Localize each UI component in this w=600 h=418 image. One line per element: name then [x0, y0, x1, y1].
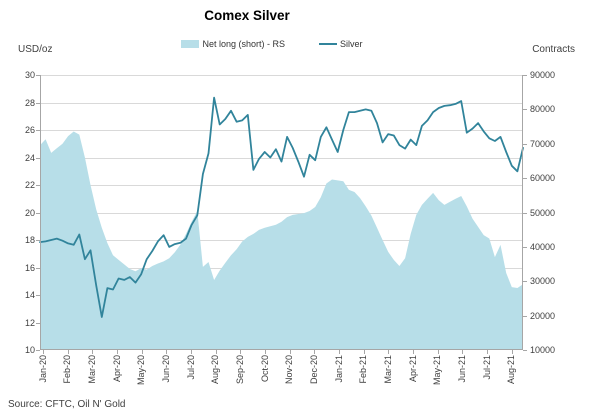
left-axis-unit-label: USD/oz [18, 44, 53, 55]
y-left-tick-label: 30 [24, 70, 35, 80]
y-right-tick-label: 30000 [530, 276, 556, 287]
y-left-tick-label: 20 [24, 207, 35, 218]
y-left-tick-label: 26 [24, 125, 35, 135]
x-tick-label: Sep-20 [234, 355, 245, 385]
x-tick-mark [166, 350, 167, 354]
legend-label-silver: Silver [340, 39, 363, 49]
x-tick-label: May-20 [136, 355, 147, 386]
y-right-tick-label: 40000 [530, 241, 556, 252]
x-tick-mark [413, 350, 414, 354]
x-tick-label: Feb-20 [62, 355, 73, 384]
x-tick-mark [339, 350, 340, 354]
x-tick-label: Dec-20 [308, 355, 319, 385]
x-tick-mark [314, 350, 315, 354]
x-tick-mark [265, 350, 266, 354]
x-tick-mark [364, 350, 365, 354]
x-tick-mark [290, 350, 291, 354]
y-left-tick-label: 22 [24, 180, 35, 190]
x-tick-label: Nov-20 [284, 355, 295, 385]
legend-item-netlong: Net long (short) - RS [181, 39, 285, 49]
y-right-tick-label: 20000 [530, 310, 556, 321]
y-right-tick-label: 50000 [530, 207, 556, 218]
y-left-tick-label: 18 [24, 235, 35, 245]
right-axis-unit-label: Contracts [532, 44, 575, 55]
x-tick-label: Apr-21 [407, 355, 418, 383]
y-right-tick-label: 60000 [530, 173, 556, 184]
x-tick-label: Aug-21 [506, 355, 517, 385]
netlong-area [40, 131, 523, 350]
x-tick-mark [142, 350, 143, 354]
y-left-tick-label: 16 [24, 262, 35, 273]
y-right-tick-label: 80000 [530, 104, 556, 115]
y-right-tick-label: 90000 [530, 70, 556, 80]
silver-line [39, 96, 524, 318]
chart-legend: Net long (short) - RS Silver [0, 37, 544, 51]
x-tick-label: Jun-21 [456, 355, 467, 383]
legend-label-netlong: Net long (short) - RS [202, 39, 285, 49]
y-right-tick-label: 70000 [530, 138, 556, 149]
x-tick-mark [240, 350, 241, 354]
x-tick-label: Jan-20 [37, 355, 48, 383]
x-tick-mark [388, 350, 389, 354]
x-tick-mark [512, 350, 513, 354]
legend-item-silver: Silver [319, 39, 363, 49]
chart-title: Comex Silver [204, 8, 290, 23]
x-tick-label: Oct-20 [259, 355, 270, 383]
x-tick-mark [92, 350, 93, 354]
x-tick-mark [117, 350, 118, 354]
plot-svg [36, 75, 527, 351]
x-tick-mark [462, 350, 463, 354]
x-tick-label: Mar-21 [382, 355, 393, 384]
x-tick-mark [68, 350, 69, 354]
x-tick-mark [438, 350, 439, 354]
x-tick-label: Jul-20 [185, 355, 196, 380]
x-tick-label: Jul-21 [481, 355, 492, 380]
y-left-tick-label: 10 [24, 345, 35, 355]
x-tick-label: May-21 [432, 355, 443, 386]
y-right-tick-label: 10000 [530, 345, 556, 355]
x-tick-mark [216, 350, 217, 354]
y-left-tick-label: 28 [24, 97, 35, 108]
area-swatch-icon [181, 40, 200, 48]
x-tick-mark [487, 350, 488, 354]
x-tick-label: Aug-20 [210, 355, 221, 385]
line-swatch-icon [319, 42, 337, 46]
x-tick-mark [191, 350, 192, 354]
x-tick-label: Mar-20 [86, 355, 97, 384]
source-note: Source: CFTC, Oil N' Gold [8, 399, 126, 410]
x-tick-label: Jan-21 [333, 355, 344, 383]
x-tick-label: Feb-21 [358, 355, 369, 384]
x-tick-label: Apr-20 [111, 355, 122, 383]
x-tick-label: Jun-20 [160, 355, 171, 383]
y-left-tick-label: 14 [24, 290, 35, 300]
x-tick-mark [43, 350, 44, 354]
y-left-tick-label: 24 [24, 152, 35, 163]
y-left-tick-label: 12 [24, 317, 35, 328]
